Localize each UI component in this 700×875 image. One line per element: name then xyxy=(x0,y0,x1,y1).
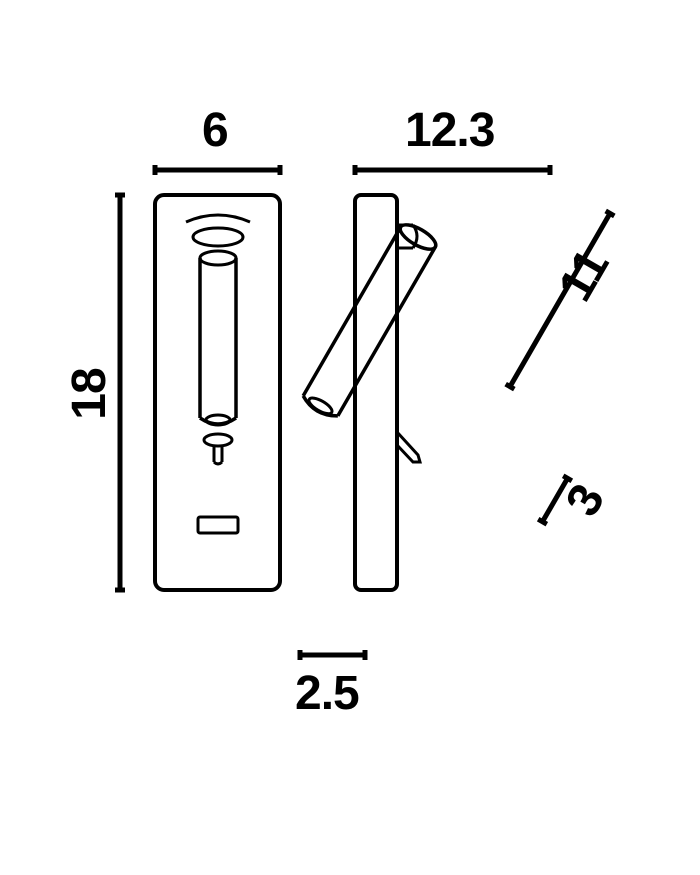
dim-line-usb xyxy=(300,650,365,660)
label-height: 18 xyxy=(66,364,114,424)
front-switch xyxy=(204,434,232,464)
side-arm xyxy=(300,220,439,421)
front-view xyxy=(155,195,280,590)
dim-line-height xyxy=(115,195,125,590)
front-cylinder xyxy=(186,215,250,425)
side-view xyxy=(300,195,439,590)
front-usb xyxy=(198,517,238,533)
label-front-width: 6 xyxy=(202,107,228,155)
label-usb-width: 2.5 xyxy=(295,670,359,718)
dim-line-depth xyxy=(355,165,550,175)
dim-line-front-width xyxy=(155,165,280,175)
label-depth: 12.3 xyxy=(405,107,494,155)
side-switch xyxy=(397,432,420,462)
technical-drawing: 18 6 12.3 11 3 2.5 xyxy=(0,0,700,875)
drawing-svg xyxy=(0,0,700,875)
